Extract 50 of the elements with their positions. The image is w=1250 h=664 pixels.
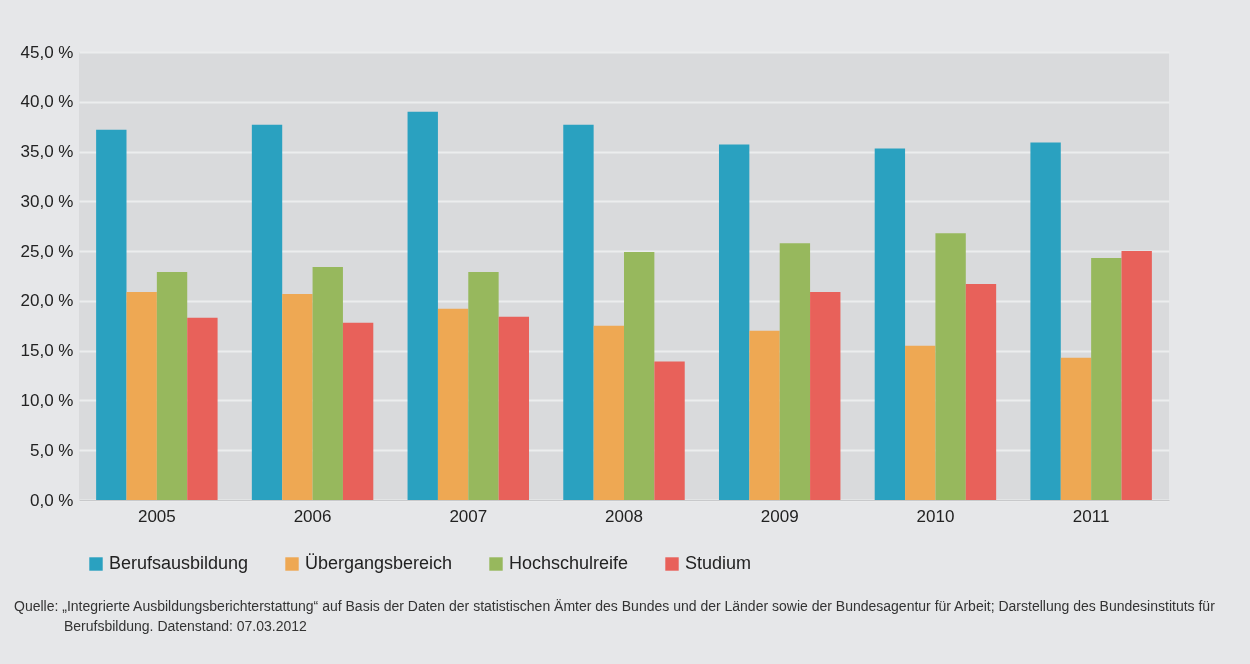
y-tick-label: 45,0 % [20,42,74,62]
bar [905,345,936,500]
y-tick-label: 20,0 % [20,291,74,311]
bar [187,317,218,500]
x-tick-label: 2008 [605,506,643,526]
bar [779,243,811,500]
bar [965,283,997,500]
x-tick-label: 2010 [916,506,955,526]
bar [407,111,438,500]
bar [468,272,499,500]
legend-label: Studium [685,553,752,573]
bar [1060,357,1092,500]
y-tick-label: 30,0 % [20,191,74,211]
y-tick-label: 10,0 % [20,390,74,410]
bar [718,144,750,500]
bar [251,124,283,500]
y-tick-label: 35,0 % [20,142,74,162]
y-tick-label: 25,0 % [20,241,74,261]
bar [156,272,188,500]
source-note: Quelle: „Integrierte Ausbildungsberichterstattung“ auf Basis der Daten der statistischen Ämter des Bundes und der Länder sowie der Bundesagentur für Arbeit; Darstellung des Bundesinstituts für Berufsbildung. Datenstand: 07.03.2012 [14,597,1216,636]
bar [593,325,624,500]
bar [342,322,374,500]
legend-label: Berufsausbildung [109,553,249,573]
bar [874,148,906,500]
x-tick-label: 2006 [293,506,332,526]
x-tick-label: 2007 [449,506,488,526]
y-tick-label: 15,0 % [20,341,74,361]
bar [498,316,530,500]
bar [96,129,127,500]
bar [563,124,594,500]
legend-label: Übergangsbereich [305,553,453,573]
bar [126,291,157,500]
bar [624,252,655,500]
bar [810,291,841,500]
bar [1030,142,1061,500]
bar [312,267,343,500]
y-tick-label: 40,0 % [20,92,74,112]
y-tick-label: 0,0 % [30,490,74,510]
bar [282,293,313,500]
bar [1091,258,1122,500]
x-tick-label: 2005 [137,506,176,526]
bar [437,308,469,500]
bar [654,361,685,500]
bar [935,233,966,500]
bar [1121,251,1152,500]
x-tick-label: 2009 [760,506,799,526]
legend-label: Hochschulreife [509,553,629,573]
y-tick-label: 5,0 % [30,440,74,460]
bar [749,330,780,500]
x-tick-label: 2011 [1072,506,1110,526]
